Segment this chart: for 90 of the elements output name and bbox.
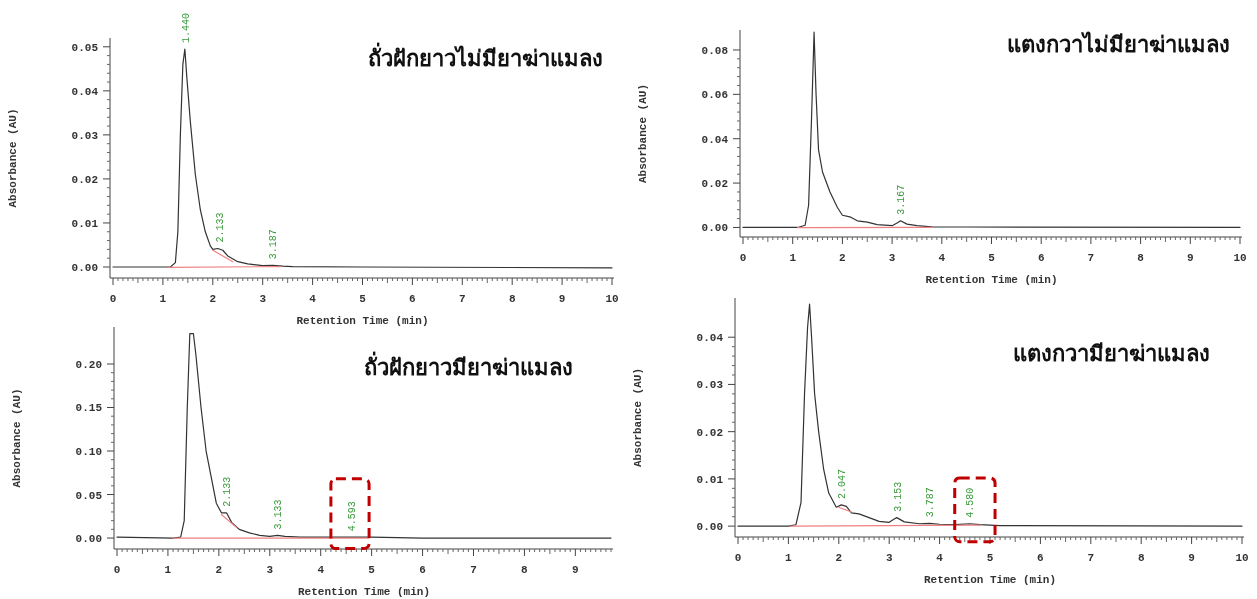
y-tick-label: 0.08	[701, 44, 729, 57]
x-tick-label: 1	[785, 552, 793, 564]
x-axis-title: Retention Time (min)	[925, 274, 1058, 286]
y-tick-label: 0.04	[71, 85, 99, 98]
x-tick-label: 8	[1137, 252, 1145, 264]
x-tick-label: 2	[209, 293, 217, 305]
x-tick-label: 9	[1187, 252, 1194, 264]
line-series	[116, 332, 612, 539]
y-tick-label: 0.05	[71, 41, 99, 54]
x-tick-label: 1	[789, 252, 797, 264]
y-tick-label: 0.03	[696, 379, 724, 392]
y-tick-label: 0.02	[71, 173, 98, 186]
x-tick-label: 7	[1087, 552, 1095, 564]
y-axis-title: Absorbance (AU)	[637, 83, 649, 184]
y-tick-label: 0.10	[75, 446, 102, 459]
x-tick-label: 0	[109, 293, 117, 305]
x-tick-label: 9	[1188, 552, 1195, 564]
x-tick-label: 0	[113, 564, 121, 576]
x-tick-label: 4	[938, 252, 946, 264]
x-tick-label: 8	[1137, 552, 1145, 564]
x-tick-label: 10	[605, 293, 619, 305]
y-tick-label: 0.15	[75, 402, 103, 415]
y-tick-label: 0.04	[701, 133, 729, 146]
x-tick-label: 4	[309, 293, 317, 305]
x-tick-label: 8	[521, 564, 529, 576]
x-tick-label: 9	[572, 564, 579, 576]
annotation: 2.133	[221, 476, 233, 507]
x-axis-title: Retention Time (min)	[296, 315, 429, 327]
y-tick-label: 0.06	[701, 89, 728, 102]
x-tick-label: 3	[259, 293, 267, 305]
annotation: 3.167	[896, 184, 908, 215]
x-tick-label: 2	[839, 252, 846, 264]
y-tick-label: 0.00	[71, 261, 98, 274]
x-tick-label: 4	[317, 564, 325, 576]
chart-title: ถั่วฝักยาวไม่มียาฆ่าแมลง	[368, 42, 603, 71]
annotation: 4.593	[346, 501, 358, 532]
x-tick-label: 10	[1233, 252, 1247, 264]
x-tick-label: 7	[459, 293, 466, 305]
x-tick-label: 6	[409, 293, 416, 305]
x-tick-label: 5	[368, 564, 376, 576]
annotation: 2.047	[837, 468, 849, 499]
y-tick-label: 0.03	[71, 129, 99, 142]
x-tick-label: 0	[734, 552, 742, 564]
x-tick-label: 9	[558, 293, 566, 305]
x-tick-label: 10	[1235, 552, 1249, 564]
y-tick-label: 0.01	[71, 217, 99, 230]
x-tick-label: 3	[266, 564, 274, 576]
x-tick-label: 3	[885, 552, 893, 564]
x-tick-label: 6	[1037, 552, 1044, 564]
x-tick-label: 0	[739, 252, 747, 264]
x-tick-label: 5	[988, 252, 996, 264]
annotation: 3.133	[272, 499, 284, 530]
annotation: 3.187	[268, 229, 280, 260]
x-axis-title: Retention Time (min)	[297, 586, 431, 598]
x-tick-label: 4	[936, 552, 944, 564]
x-axis-title: Retention Time (min)	[923, 574, 1057, 586]
y-axis-title: Absorbance (AU)	[11, 388, 23, 488]
x-tick-label: 1	[164, 564, 172, 576]
x-tick-label: 3	[888, 252, 896, 264]
y-axis-title: Absorbance (AU)	[7, 108, 19, 208]
x-tick-label: 6	[1037, 252, 1045, 264]
y-tick-label: 0.00	[701, 222, 728, 235]
x-tick-label: 7	[1087, 252, 1095, 264]
x-tick-label: 8	[508, 293, 516, 305]
x-tick-label: 5	[986, 552, 994, 564]
x-tick-label: 5	[359, 293, 367, 305]
annotation: 1.440	[180, 12, 192, 44]
x-tick-label: 6	[419, 564, 426, 576]
y-tick-label: 0.02	[701, 178, 728, 191]
line-series	[737, 303, 1243, 527]
annotation: 3.787	[924, 487, 936, 518]
x-tick-label: 1	[159, 293, 167, 305]
x-tick-label: 2	[215, 564, 223, 576]
y-tick-label: 0.02	[696, 426, 723, 439]
text: แตงกวามียาฆ่าแมลง	[1013, 341, 1210, 366]
y-axis-title: Absorbance (AU)	[632, 367, 644, 468]
y-tick-label: 0.01	[696, 473, 724, 486]
annotation: 4.580	[964, 487, 976, 518]
line-series	[742, 31, 1241, 229]
y-tick-label: 0.00	[696, 521, 723, 534]
y-tick-label: 0.00	[75, 533, 102, 546]
y-tick-label: 0.04	[696, 332, 724, 345]
text: ถั่วฝักยาวมียาฆ่าแมลง	[364, 351, 573, 380]
x-tick-label: 2	[835, 552, 843, 564]
chart-title: แตงกวาไม่มียาฆ่าแมลง	[1007, 31, 1230, 57]
y-tick-label: 0.05	[75, 489, 103, 502]
y-tick-label: 0.20	[75, 358, 102, 371]
annotation: 3.153	[892, 481, 904, 512]
annotation: 2.133	[215, 212, 227, 243]
x-tick-label: 7	[470, 564, 477, 576]
